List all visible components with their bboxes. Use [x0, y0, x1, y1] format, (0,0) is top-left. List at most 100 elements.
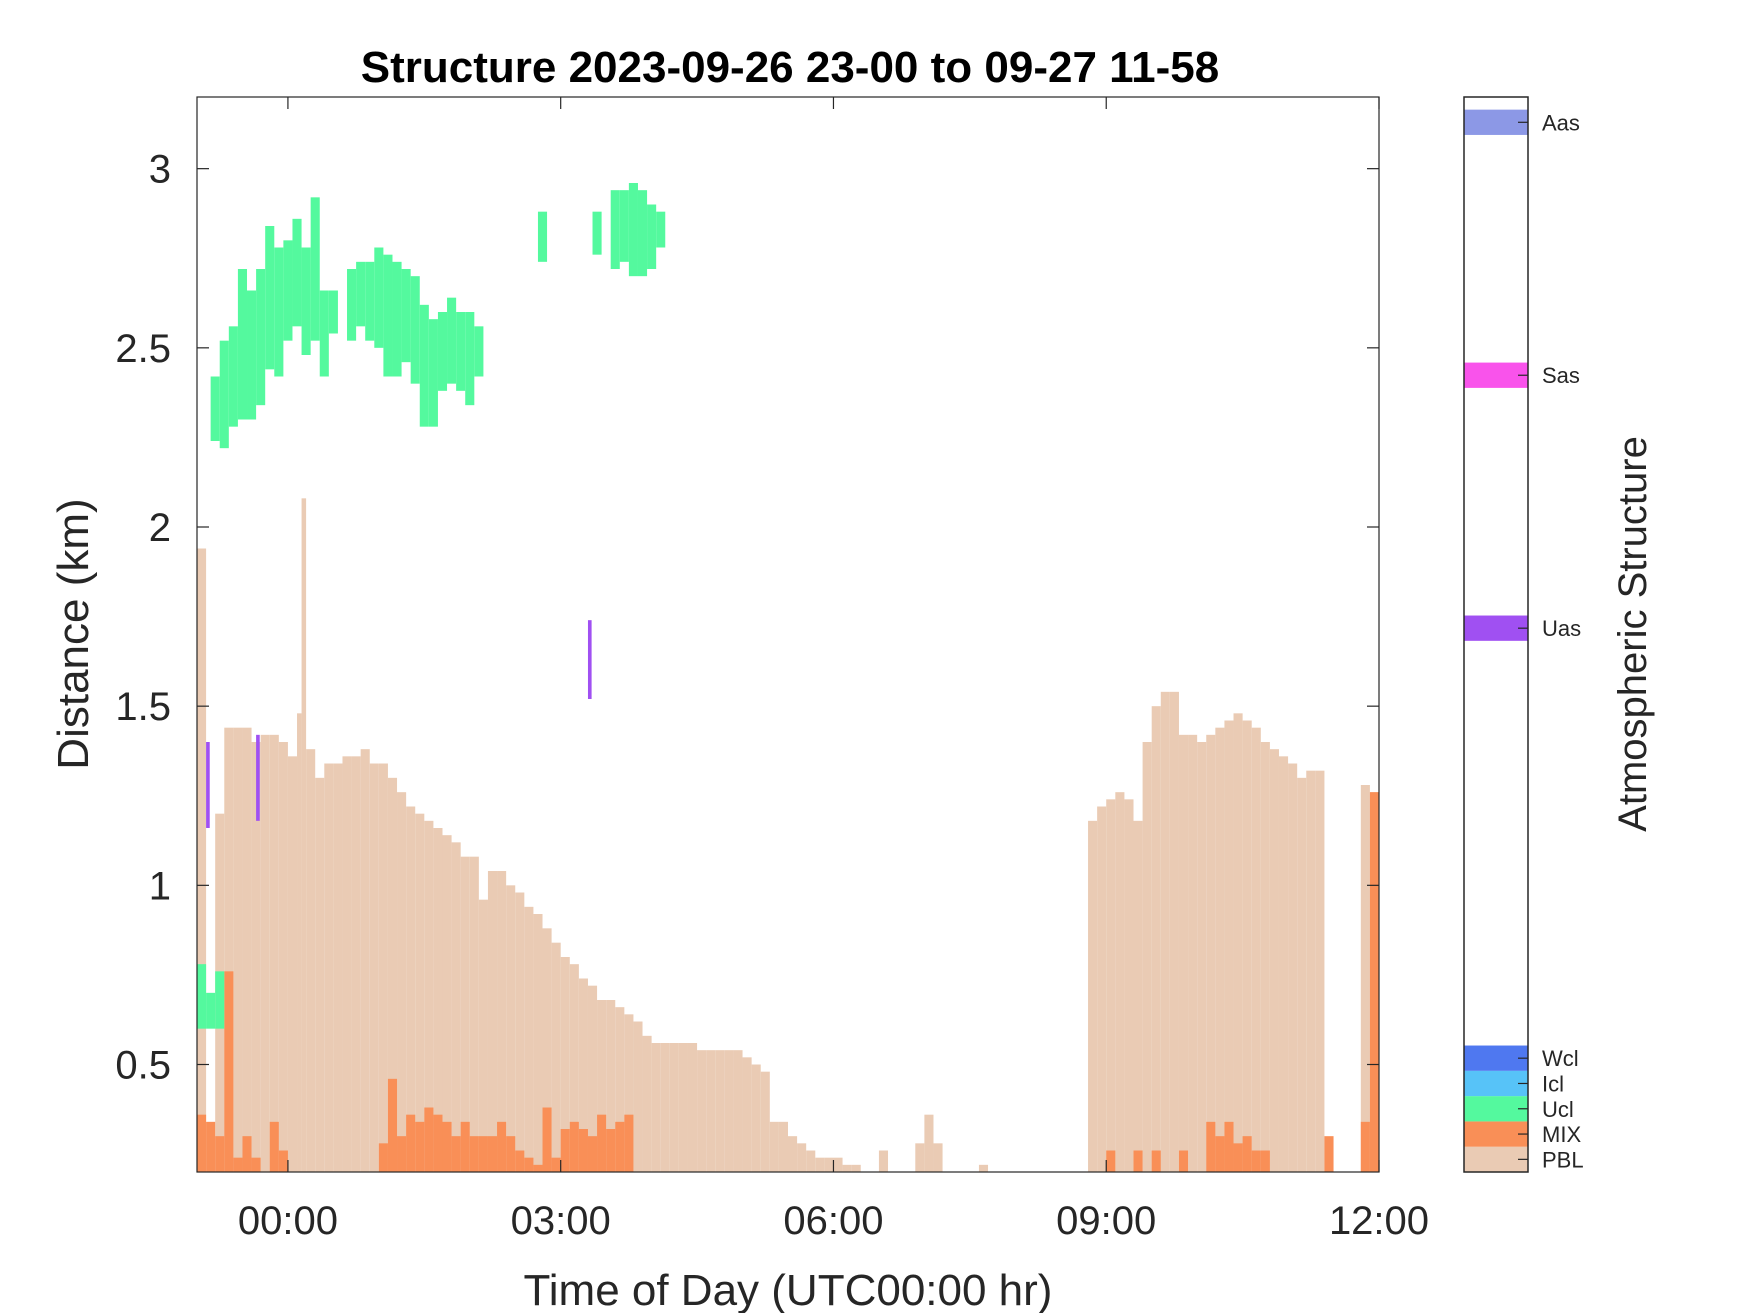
uas-cell [206, 742, 210, 828]
x-tick-label: 00:00 [238, 1199, 338, 1243]
ucl-cell [637, 190, 648, 277]
pbl-bar [506, 885, 516, 1172]
mix-bar [515, 1150, 525, 1172]
colorbar-swatch-pbl [1464, 1146, 1528, 1172]
ucl-cell [283, 240, 293, 341]
mix-bar [197, 1114, 207, 1172]
mix-bar [542, 1107, 552, 1172]
pbl-bar [433, 828, 443, 1172]
mix-bar [1151, 1150, 1161, 1172]
pbl-bar [1133, 820, 1143, 1172]
pbl-bar [606, 1000, 616, 1172]
pbl-bar [1151, 706, 1161, 1172]
pbl-bar [724, 1050, 734, 1172]
pbl-bar [1215, 727, 1225, 1172]
pbl-bar [933, 1143, 943, 1172]
pbl-bar [415, 813, 425, 1172]
ucl-cell [319, 290, 329, 377]
mix-bar [1215, 1136, 1225, 1172]
mix-bar [387, 1078, 398, 1172]
uas-cell [256, 734, 260, 821]
pbl-bar [224, 727, 234, 1172]
ucl-cell [447, 297, 457, 384]
pbl-bar [1124, 799, 1134, 1172]
ucl-cell [228, 326, 238, 427]
pbl-bar [778, 1121, 788, 1172]
pbl-bar [1160, 691, 1170, 1172]
pbl-bar [251, 742, 261, 1172]
mix-bar [1224, 1121, 1234, 1172]
ucl-cell [610, 190, 620, 269]
mix-bar [506, 1136, 516, 1172]
mix-bar [587, 1136, 598, 1172]
ucl-cell [628, 183, 638, 277]
ucl-cell [365, 261, 375, 341]
mix-bar [524, 1157, 534, 1172]
y-tick-label: 1 [149, 864, 171, 908]
colorbar-label-icl: Icl [1542, 1071, 1564, 1096]
mix-bar [424, 1107, 434, 1172]
pbl-bar [797, 1143, 807, 1172]
colorbar-title: Atmospheric Structure [1611, 436, 1655, 832]
pbl-bar [733, 1050, 743, 1172]
pbl-bar [815, 1157, 825, 1172]
pbl-bar [587, 985, 598, 1172]
pbl-bar [751, 1064, 761, 1172]
pbl-bar [297, 713, 302, 1172]
ucl-cell [247, 290, 257, 420]
ucl-cell [437, 312, 448, 391]
mix-bar [551, 1157, 561, 1172]
mix-bar [460, 1121, 470, 1172]
plot-frame [196, 96, 1380, 1173]
mix-bar [415, 1121, 425, 1172]
colorbar-label-wcl: Wcl [1542, 1046, 1579, 1071]
ucl-cell [210, 376, 220, 441]
pbl-bar [1106, 799, 1116, 1172]
pbl-bar [1188, 734, 1198, 1172]
mix-bar [1233, 1143, 1243, 1172]
ucl-cell [197, 964, 207, 1029]
ucl-cell [537, 211, 548, 262]
mix-bar [606, 1129, 616, 1172]
pbl-bar [369, 763, 379, 1172]
ucl-cell [265, 226, 275, 370]
pbl-bar [1251, 727, 1261, 1172]
mix-bar [233, 1157, 243, 1172]
pbl-bar [806, 1150, 816, 1172]
pbl-bar [569, 964, 579, 1172]
ucl-cell [237, 269, 248, 420]
y-tick-label: 2 [149, 506, 171, 550]
pbl-bar [497, 871, 507, 1172]
ucl-cell [328, 290, 338, 334]
colorbar-swatch-ucl [1464, 1096, 1528, 1122]
colorbar-swatch-uas [1464, 615, 1528, 641]
colorbar-swatch-icl [1464, 1070, 1528, 1097]
pbl-bar [551, 942, 561, 1172]
mix-bar [269, 1121, 279, 1172]
mix-bar [1369, 792, 1379, 1172]
mix-bar [469, 1136, 479, 1172]
ucl-cell [465, 312, 475, 406]
colorbar-swatch-sas [1464, 362, 1528, 388]
ucl-cell [474, 326, 484, 377]
colorbar-label-ucl: Ucl [1542, 1097, 1574, 1122]
mix-bar [397, 1136, 407, 1172]
ucl-cell [392, 261, 402, 377]
pbl-bar [1169, 691, 1179, 1172]
ucl-cell [206, 992, 216, 1029]
pbl-bar [560, 957, 570, 1172]
mix-bar [1360, 1121, 1370, 1172]
ucl-cell [356, 261, 366, 327]
pbl-bar [351, 756, 361, 1172]
pbl-bar [542, 928, 552, 1172]
pbl-bar [1260, 742, 1270, 1172]
y-tick-label: 0.5 [115, 1044, 171, 1088]
pbl-bar [406, 806, 416, 1172]
mix-bar [206, 1121, 216, 1172]
pbl-bar [624, 1014, 634, 1172]
pbl-bar [460, 856, 470, 1172]
colorbar-frame [1463, 96, 1529, 1173]
x-axis-label: Time of Day (UTC00:00 hr) [524, 1266, 1053, 1313]
pbl-bar [233, 727, 243, 1172]
